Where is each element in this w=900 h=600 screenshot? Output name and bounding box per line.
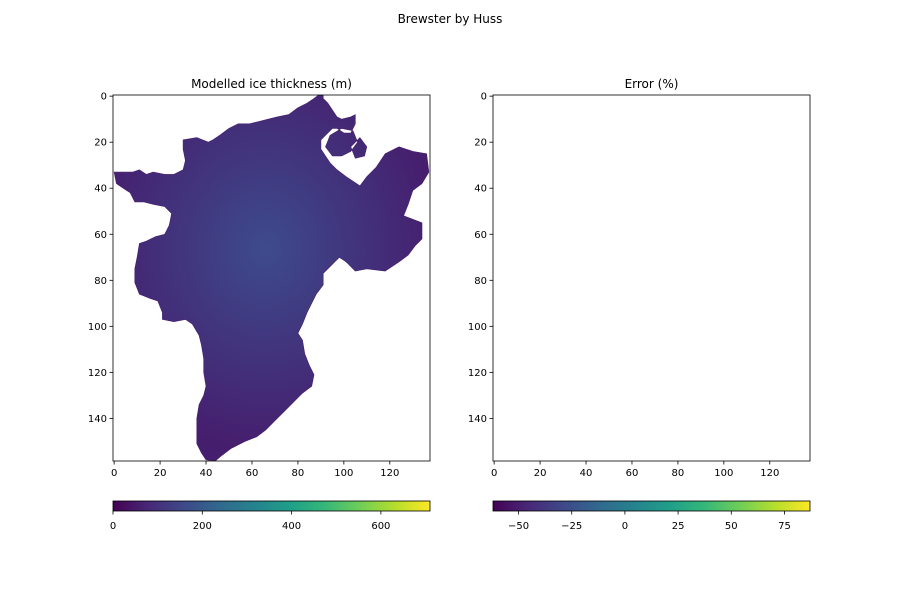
error-y-ticks: 0 20 40 60 80 100 120 140	[468, 92, 493, 425]
y-tick-label: 40	[474, 184, 487, 195]
y-tick-label: 60	[94, 230, 107, 241]
error-axes: Error (%) 0 20 40 60 80 100 120 0 20 40 60 80 100 12…	[468, 77, 811, 479]
x-tick-label: 40	[200, 468, 213, 479]
y-tick-label: 100	[468, 322, 487, 333]
thickness-y-ticks: 0 20 40 60 80 100 120 140	[88, 92, 113, 425]
colorbar-tick-label: 25	[672, 521, 685, 532]
y-tick-label: 80	[94, 276, 107, 287]
x-tick-label: 120	[380, 468, 399, 479]
x-tick-label: 100	[334, 468, 353, 479]
ice-thickness-region	[113, 95, 430, 461]
x-tick-label: 100	[714, 468, 733, 479]
error-axes-title: Error (%)	[625, 77, 679, 91]
y-tick-label: 120	[88, 368, 107, 379]
x-tick-label: 40	[580, 468, 593, 479]
x-tick-label: 60	[246, 468, 259, 479]
colorbar-tick-label: 0	[110, 521, 116, 532]
thickness-colorbar-ticks: 0 200 400 600	[110, 511, 390, 532]
y-tick-label: 100	[88, 322, 107, 333]
y-tick-label: 20	[94, 138, 107, 149]
thickness-x-ticks: 0 20 40 60 80 100 120	[111, 461, 399, 479]
x-tick-label: 60	[626, 468, 639, 479]
y-tick-label: 80	[474, 276, 487, 287]
x-tick-label: 20	[534, 468, 547, 479]
error-colorbar-gradient	[492, 500, 811, 512]
y-tick-label: 120	[468, 368, 487, 379]
x-tick-label: 80	[672, 468, 685, 479]
colorbar-tick-label: 75	[778, 521, 791, 532]
colorbar-tick-label: 400	[282, 521, 301, 532]
colorbar-tick-label: −25	[561, 521, 582, 532]
colorbar-tick-label: −50	[508, 521, 529, 532]
y-tick-label: 60	[474, 230, 487, 241]
x-tick-label: 120	[760, 468, 779, 479]
thickness-heatmap	[113, 95, 430, 461]
colorbar-tick-label: 200	[193, 521, 212, 532]
y-tick-label: 140	[468, 414, 487, 425]
figure-suptitle: Brewster by Huss	[398, 12, 503, 26]
y-tick-label: 0	[481, 92, 487, 103]
thickness-colorbar-gradient	[112, 500, 431, 512]
colorbar-tick-label: 50	[725, 521, 738, 532]
x-tick-label: 20	[154, 468, 167, 479]
error-x-ticks: 0 20 40 60 80 100 120	[491, 461, 779, 479]
y-tick-label: 40	[94, 184, 107, 195]
x-tick-label: 0	[491, 468, 497, 479]
thickness-colorbar: 0 200 400 600	[110, 500, 431, 532]
y-tick-label: 140	[88, 414, 107, 425]
y-tick-label: 20	[474, 138, 487, 149]
x-tick-label: 0	[111, 468, 117, 479]
y-tick-label: 0	[101, 92, 107, 103]
thickness-axes: Modelled ice thickness (m) 0 20 40 60 80 100 1…	[88, 77, 431, 479]
error-axes-frame	[492, 94, 811, 462]
error-colorbar: −50 −25 0 25 50 75	[492, 500, 811, 532]
thickness-axes-title: Modelled ice thickness (m)	[191, 77, 352, 91]
colorbar-tick-label: 600	[371, 521, 390, 532]
colorbar-tick-label: 0	[622, 521, 628, 532]
error-colorbar-ticks: −50 −25 0 25 50 75	[508, 511, 791, 532]
thickness-axes-frame	[112, 94, 431, 462]
x-tick-label: 80	[292, 468, 305, 479]
